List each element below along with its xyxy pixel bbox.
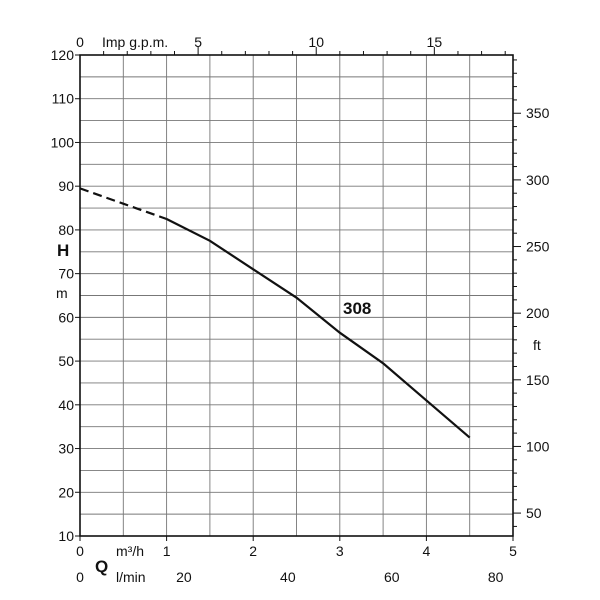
bottom-m3h-tick-label: 2 bbox=[249, 543, 257, 559]
left-tick-label: 50 bbox=[58, 353, 74, 369]
bottom-lmin-tick-label: 80 bbox=[488, 569, 504, 585]
curve-label: 308 bbox=[343, 299, 371, 318]
bottom-m3h-tick-label: 1 bbox=[163, 543, 171, 559]
left-tick-label: 40 bbox=[58, 397, 74, 413]
right-axis-ticks: 50 100 150 200 250 300 350 bbox=[513, 59, 550, 527]
bottom-lmin-tick-label: 20 bbox=[176, 569, 192, 585]
bottom-m3h-label: m³/h bbox=[116, 543, 144, 559]
right-unit-ft: ft bbox=[533, 337, 541, 353]
bottom-lmin-tick-label: 0 bbox=[76, 569, 84, 585]
bottom-lmin-label: l/min bbox=[116, 569, 146, 585]
bottom-m3h-tick-label: 5 bbox=[509, 543, 517, 559]
left-tick-label: 80 bbox=[58, 222, 74, 238]
right-tick-label: 300 bbox=[526, 172, 550, 188]
head-symbol: H bbox=[57, 241, 69, 260]
top-tick-label: 5 bbox=[194, 34, 202, 50]
flow-symbol: Q bbox=[95, 557, 108, 576]
bottom-lmin-tick-label: 40 bbox=[280, 569, 296, 585]
top-tick-label: 10 bbox=[308, 34, 324, 50]
right-tick-label: 200 bbox=[526, 305, 550, 321]
right-tick-label: 350 bbox=[526, 105, 550, 121]
plot-frame bbox=[79, 54, 514, 537]
left-tick-label: 10 bbox=[58, 528, 74, 544]
bottom-lmin-tick-label: 60 bbox=[384, 569, 400, 585]
right-tick-label: 150 bbox=[526, 372, 550, 388]
right-tick-label: 250 bbox=[526, 239, 550, 255]
left-axis-ticks: 10 20 30 40 50 60 70 80 90 100 110 120 bbox=[51, 47, 80, 544]
left-tick-label: 110 bbox=[52, 91, 75, 107]
right-tick-label: 100 bbox=[526, 438, 550, 454]
top-tick-label: 0 bbox=[76, 34, 84, 50]
right-tick-label: 50 bbox=[526, 505, 542, 521]
top-axis-ticks: 0 5 10 15 bbox=[76, 34, 506, 55]
left-tick-label: 70 bbox=[58, 266, 74, 282]
bottom-m3h-tick-label: 3 bbox=[336, 543, 344, 559]
left-tick-label: 90 bbox=[58, 178, 74, 194]
left-tick-label: 30 bbox=[58, 441, 74, 457]
left-tick-label: 60 bbox=[58, 309, 74, 325]
top-tick-label: 15 bbox=[427, 34, 443, 50]
top-axis-label: Imp g.p.m. bbox=[102, 34, 168, 50]
curve-extrapolated-segment bbox=[79, 187, 167, 221]
bottom-m3h-ticks: 0 1 2 3 4 5 bbox=[76, 536, 517, 559]
left-tick-label: 20 bbox=[58, 484, 74, 500]
grid-lines bbox=[80, 55, 513, 536]
bottom-m3h-tick-label: 0 bbox=[76, 543, 84, 559]
bottom-m3h-tick-label: 4 bbox=[423, 543, 431, 559]
left-tick-label: 100 bbox=[51, 134, 75, 150]
curve-308-line bbox=[166, 218, 471, 439]
head-unit: m bbox=[56, 285, 68, 301]
left-tick-label: 120 bbox=[51, 47, 75, 63]
bottom-lmin-ticks: 0 20 40 60 80 bbox=[76, 569, 504, 585]
